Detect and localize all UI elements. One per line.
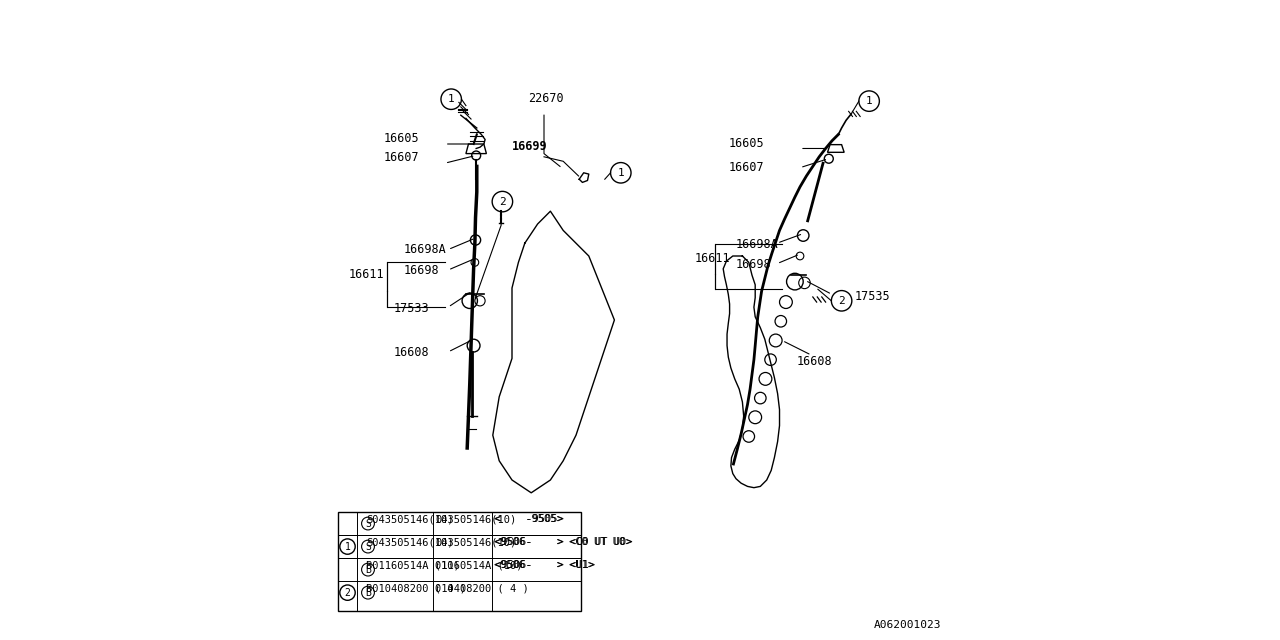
Text: 1: 1	[344, 541, 351, 552]
Text: 16605: 16605	[728, 137, 764, 150]
Text: 16607: 16607	[728, 161, 764, 174]
Text: B01160514A (10): B01160514A (10)	[366, 561, 460, 570]
Text: 16698A: 16698A	[403, 243, 445, 256]
Text: 2: 2	[499, 196, 506, 207]
Text: <    -9505>: < -9505>	[495, 515, 563, 524]
Text: S: S	[365, 518, 371, 529]
Text: 2: 2	[344, 588, 351, 598]
Text: 043505146(10): 043505146(10)	[435, 515, 516, 524]
Text: 010408200 ( 4 ): 010408200 ( 4 )	[435, 584, 529, 593]
Text: B: B	[365, 564, 371, 575]
Bar	[338, 512, 581, 611]
Text: 16698A: 16698A	[736, 237, 778, 251]
Text: 1: 1	[448, 94, 454, 104]
Text: B010408200 ( 4 ): B010408200 ( 4 )	[366, 584, 466, 593]
Text: 16698: 16698	[403, 264, 439, 277]
Text: 16608: 16608	[796, 355, 832, 368]
Text: 16605: 16605	[384, 132, 420, 145]
Text: 16699: 16699	[512, 140, 548, 154]
Text: 2: 2	[838, 296, 845, 306]
Text: 16611: 16611	[348, 268, 384, 282]
Text: S043505146(10): S043505146(10)	[366, 538, 453, 547]
Text: <9506-    > <C0 UT U0>: <9506- > <C0 UT U0>	[494, 538, 631, 547]
Text: 1: 1	[865, 96, 873, 106]
Text: B: B	[365, 588, 371, 598]
Text: 16698: 16698	[736, 258, 772, 271]
Text: S: S	[365, 541, 371, 552]
Text: 043505146(10): 043505146(10)	[435, 538, 516, 547]
Text: 16607: 16607	[384, 151, 420, 164]
Text: 01160514A (10): 01160514A (10)	[435, 561, 522, 570]
Text: S043505146(10): S043505146(10)	[366, 515, 453, 524]
Text: <    -9505>: < -9505>	[494, 515, 563, 524]
Text: 16611: 16611	[694, 252, 730, 266]
Text: A062001023: A062001023	[873, 620, 941, 630]
Text: 16608: 16608	[394, 346, 429, 360]
Text: <9506-    > <C0 UT U0>: <9506- > <C0 UT U0>	[495, 538, 632, 547]
Text: <9506-    > <U1>: <9506- > <U1>	[494, 561, 594, 570]
Text: 17535: 17535	[855, 289, 890, 303]
Text: 1: 1	[617, 168, 625, 178]
Text: <9506-    > <U1>: <9506- > <U1>	[495, 561, 595, 570]
Text: 22670: 22670	[529, 92, 563, 106]
Text: 17533: 17533	[394, 301, 429, 315]
